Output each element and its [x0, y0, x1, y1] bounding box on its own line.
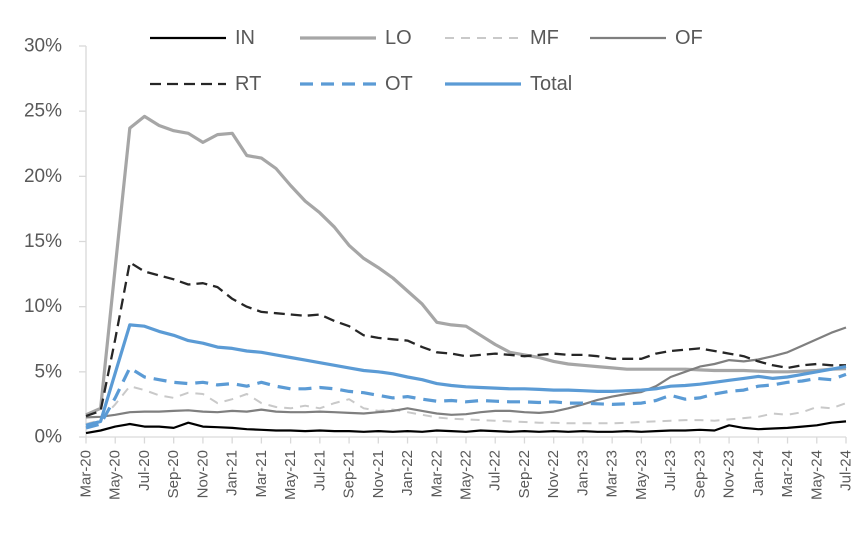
- x-tick-label: May-23: [633, 450, 650, 500]
- x-tick-label: Sep-20: [165, 450, 182, 498]
- x-tick-label: Sep-22: [516, 450, 533, 498]
- legend-swatch-OF-line: [590, 36, 666, 40]
- legend-label-OF: OF: [675, 26, 703, 49]
- x-tick-label: Jan-22: [399, 450, 416, 496]
- legend-item-Total: Total: [445, 73, 572, 95]
- legend-label-LO: LO: [385, 26, 412, 49]
- legend-item-OF: OF: [590, 27, 703, 49]
- x-tick-label: Jul-23: [662, 450, 679, 491]
- x-tick-label: Mar-22: [428, 450, 445, 498]
- legend-swatch-RT-line: [150, 82, 226, 86]
- legend-swatch-MF-line: [445, 37, 521, 39]
- y-tick-label: 30%: [24, 36, 62, 57]
- y-tick-label: 20%: [24, 166, 62, 187]
- x-tick-label: Nov-21: [370, 450, 387, 498]
- x-tick-label: Jul-22: [487, 450, 504, 491]
- legend-swatch-Total-line: [445, 82, 521, 86]
- x-tick-label: May-24: [808, 450, 825, 500]
- x-tick-label: Nov-23: [721, 450, 738, 498]
- x-tick-label: Mar-24: [779, 450, 796, 498]
- x-tick-label: Nov-22: [545, 450, 562, 498]
- y-tick-label: 0%: [35, 427, 63, 448]
- x-tick-label: Mar-21: [253, 450, 270, 498]
- y-tick-label: 15%: [24, 231, 62, 252]
- x-tick-label: Jan-21: [224, 450, 241, 496]
- x-tick-label: Sep-23: [691, 450, 708, 498]
- legend-swatch-LO-line: [300, 36, 376, 40]
- x-tick-label: Nov-20: [194, 450, 211, 498]
- legend-swatch-OT-line: [300, 82, 376, 86]
- legend-label-MF: MF: [530, 26, 559, 49]
- series-line-IN: [85, 420, 847, 435]
- legend-item-RT: RT: [150, 73, 261, 95]
- legend-label-IN: IN: [235, 26, 255, 49]
- legend-swatch-IN-line: [150, 36, 226, 40]
- legend-label-OT: OT: [385, 72, 413, 95]
- series-line-LO: [85, 114, 847, 417]
- legend-label-Total: Total: [530, 72, 573, 95]
- x-tick-label: May-21: [282, 450, 299, 500]
- y-tick-label: 5%: [35, 361, 63, 382]
- x-tick-label: Mar-23: [604, 450, 621, 498]
- legend-item-MF: MF: [445, 27, 559, 49]
- x-tick-label: Jul-20: [136, 450, 153, 491]
- x-tick-label: Mar-20: [78, 450, 95, 498]
- legend-label-RT: RT: [235, 72, 262, 95]
- y-tick-label: 10%: [24, 296, 62, 317]
- x-tick-label: Jul-24: [838, 450, 852, 491]
- x-tick-label: May-20: [107, 450, 124, 500]
- x-tick-label: Jul-21: [311, 450, 328, 491]
- chart-legend: IN LO MF OF RT OT Total: [0, 0, 852, 110]
- legend-item-IN: IN: [150, 27, 255, 49]
- y-tick-label: 25%: [24, 101, 62, 122]
- series-line-OT: [85, 366, 847, 430]
- series-line-OF: [85, 326, 847, 419]
- series-line-MF: [85, 385, 847, 425]
- x-tick-label: Sep-21: [341, 450, 358, 498]
- x-tick-label: Jan-24: [750, 450, 767, 496]
- x-tick-label: Jan-23: [574, 450, 591, 496]
- series-line-Total: [85, 323, 847, 427]
- legend-item-OT: OT: [300, 73, 413, 95]
- legend-item-LO: LO: [300, 27, 412, 49]
- x-tick-label: May-22: [458, 450, 475, 500]
